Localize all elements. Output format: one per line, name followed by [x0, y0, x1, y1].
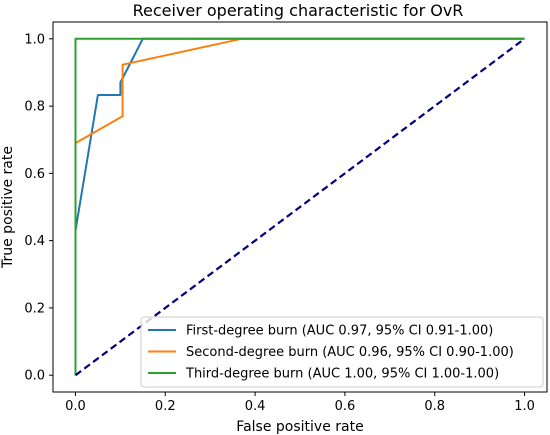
legend: First-degree burn (AUC 0.97, 95% CI 0.91…	[140, 316, 544, 388]
x-tick-label: 0.2	[155, 399, 176, 414]
legend-label: First-degree burn (AUC 0.97, 95% CI 0.91…	[186, 324, 493, 339]
y-axis-label: True positive rate	[0, 146, 16, 269]
x-axis-label: False positive rate	[236, 419, 363, 435]
y-tick-label: 0.2	[24, 301, 45, 316]
x-tick-label: 1.0	[514, 399, 535, 414]
y-tick-label: 1.0	[24, 32, 45, 47]
y-tick-label: 0.8	[24, 100, 45, 115]
plot-frame	[52, 21, 548, 393]
legend-box	[140, 316, 544, 388]
axis-ticks: 0.0 0.2 0.4 0.6 0.8 1.0 0.0 0.2 0.4 0.6 0.8 1.0	[24, 32, 535, 414]
y-tick-label: 0.0	[24, 369, 45, 384]
legend-label: Third-degree burn (AUC 1.00, 95% CI 1.00…	[185, 367, 499, 382]
x-tick-label: 0.0	[65, 399, 86, 414]
x-tick-label: 0.4	[245, 399, 266, 414]
y-tick-label: 0.6	[24, 167, 45, 182]
x-tick-label: 0.6	[335, 399, 356, 414]
x-tick-label: 0.8	[424, 399, 445, 414]
roc-curve-series-3	[74, 37, 525, 376]
legend-label: Second-degree burn (AUC 0.96, 95% CI 0.9…	[186, 345, 514, 360]
chart-title: Receiver operating characteristic for Ov…	[133, 1, 464, 20]
y-tick-label: 0.4	[24, 234, 45, 249]
